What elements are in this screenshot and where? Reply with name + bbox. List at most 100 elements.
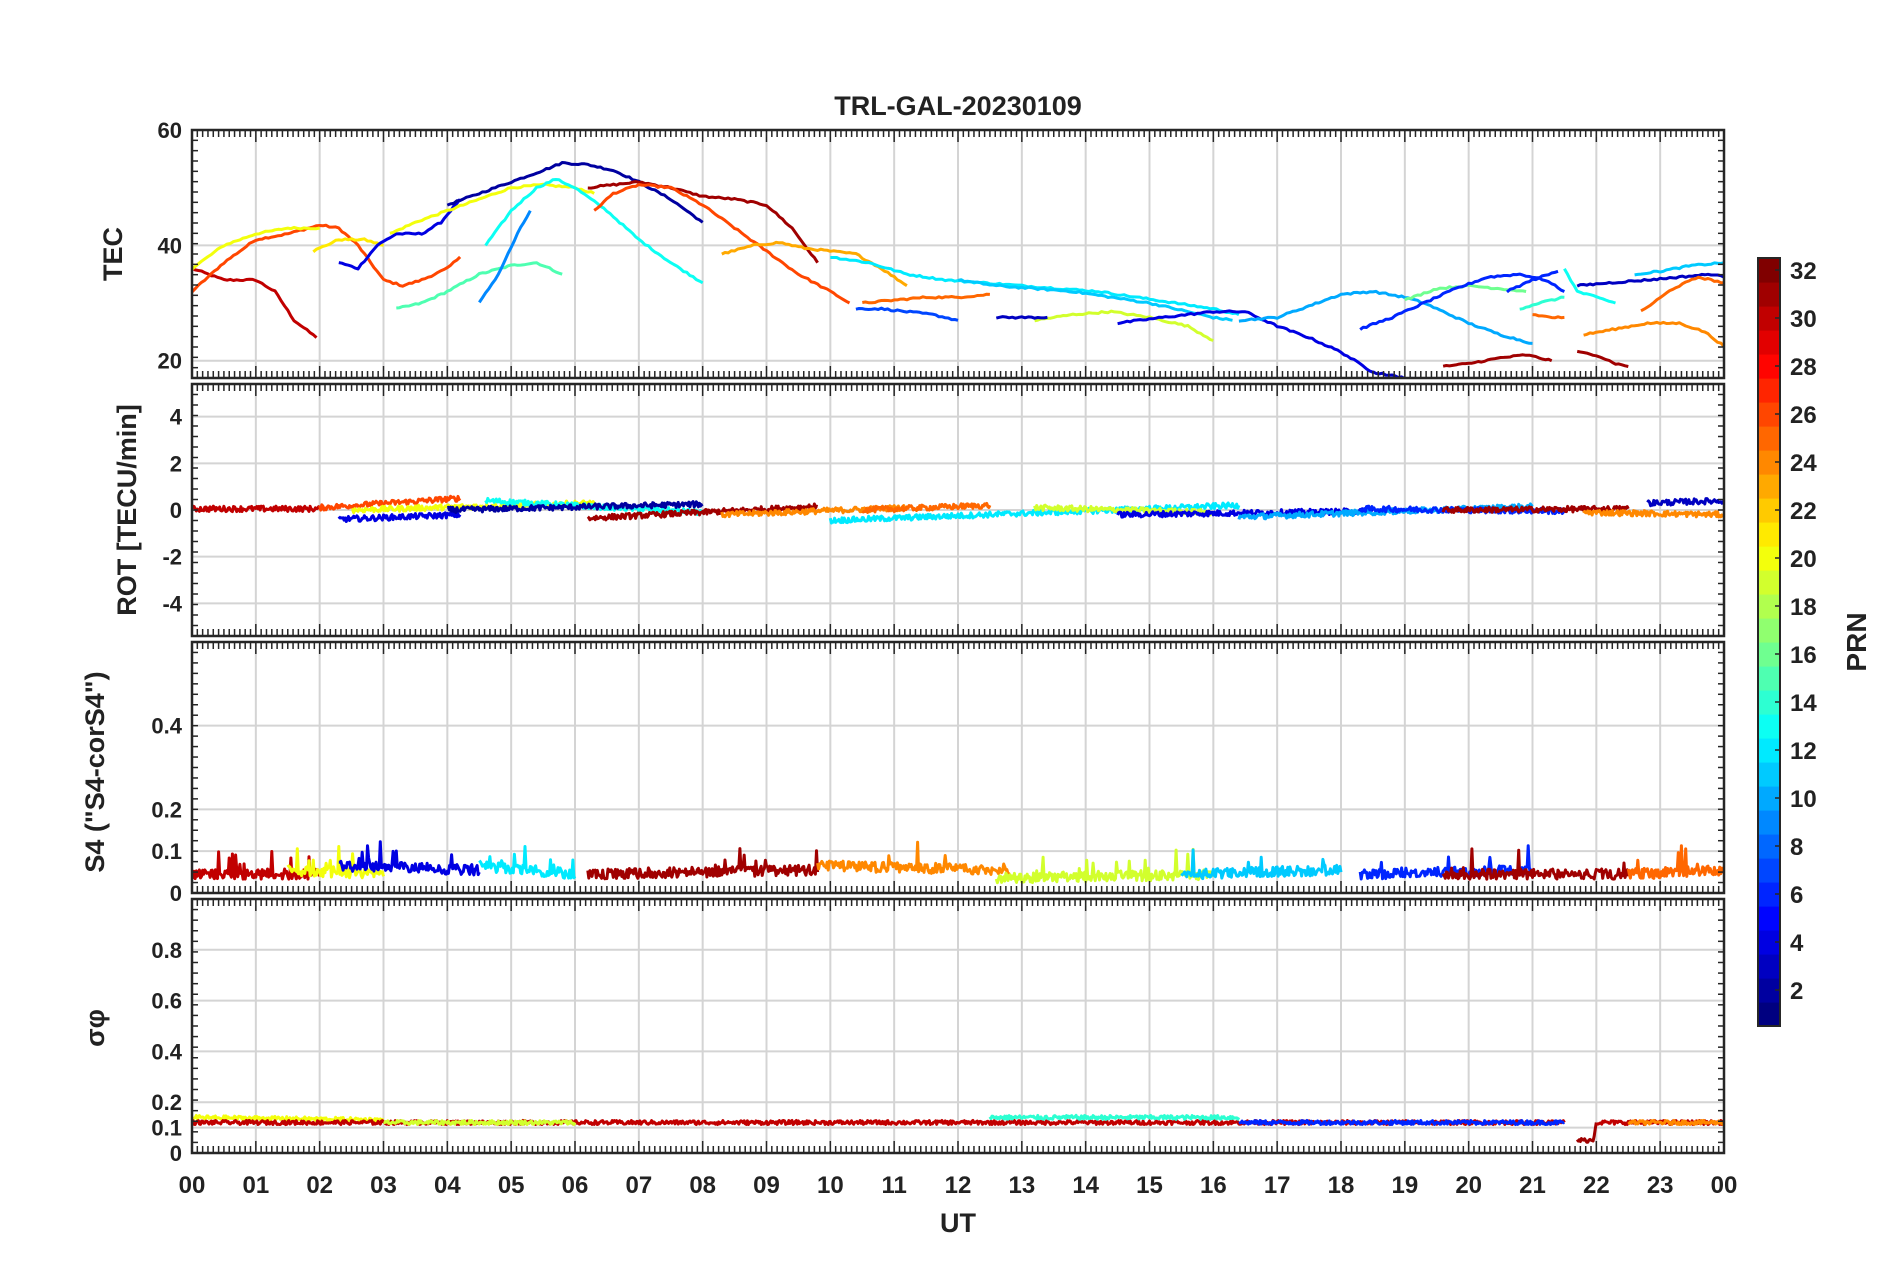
x-tick-label: 04 bbox=[434, 1172, 461, 1199]
y-tick-label: -4 bbox=[162, 591, 182, 616]
y-tick-label: 20 bbox=[158, 349, 182, 374]
sigma-phi-panel: 00.10.2 0.4 0.6 0.8 σφ bbox=[80, 897, 1726, 1166]
y-tick-label: -2 bbox=[162, 545, 182, 570]
y-axis-label: TEC bbox=[98, 227, 128, 281]
colorbar-step bbox=[1758, 930, 1780, 955]
colorbar-step bbox=[1758, 906, 1780, 931]
x-tick-label: 15 bbox=[1136, 1172, 1163, 1199]
colorbar-step bbox=[1758, 834, 1780, 859]
panel-frame bbox=[190, 897, 1726, 1155]
x-tick-label: 02 bbox=[306, 1172, 333, 1199]
y-tick-label: 4 bbox=[170, 405, 183, 430]
y-tick-label: 60 bbox=[158, 118, 182, 143]
series-line-prn-3 bbox=[1576, 272, 1724, 288]
colorbar-step bbox=[1758, 594, 1780, 619]
x-tick-label: 05 bbox=[498, 1172, 525, 1199]
colorbar-tick-label: 26 bbox=[1790, 402, 1817, 429]
s4-panel: 0 0.1 0.2 0.4 S4 ("S4-corS4") bbox=[80, 640, 1726, 906]
y-axis-label: ROT [TECU/min] bbox=[112, 404, 142, 615]
colorbar-step bbox=[1758, 306, 1780, 331]
x-tick-label: 07 bbox=[625, 1172, 652, 1199]
y-tick-label: 0 bbox=[170, 881, 182, 906]
y-tick-label: 0.2 bbox=[151, 797, 182, 822]
colorbar-tick-label: 6 bbox=[1790, 882, 1803, 909]
series-line-prn-26 bbox=[192, 223, 462, 294]
colorbar-step bbox=[1758, 330, 1780, 355]
series-line-prn-25 bbox=[1640, 275, 1724, 313]
colorbar-step bbox=[1758, 858, 1780, 883]
y-tick-label: 0.1 bbox=[151, 839, 182, 864]
series-line-prn-26 bbox=[318, 494, 462, 512]
colorbar-tick-label: 28 bbox=[1790, 354, 1817, 381]
series-line-prn-3 bbox=[1646, 497, 1724, 508]
series-line-prn-2 bbox=[446, 161, 704, 224]
colorbar-step bbox=[1758, 978, 1780, 1003]
colorbar-label: PRN bbox=[1841, 612, 1872, 671]
series-line-prn-24 bbox=[1627, 1119, 1724, 1126]
colorbar-step bbox=[1758, 498, 1780, 523]
x-tick-label: 19 bbox=[1391, 1172, 1418, 1199]
series-line-prn-31 bbox=[586, 847, 820, 881]
series-group bbox=[192, 840, 1724, 885]
series-line-prn-2 bbox=[446, 500, 704, 515]
x-tick-label: 01 bbox=[242, 1172, 269, 1199]
y-tick-label: 0.6 bbox=[151, 989, 182, 1014]
series-line-prn-7 bbox=[855, 306, 959, 322]
x-tick-label: 17 bbox=[1264, 1172, 1291, 1199]
colorbar-step bbox=[1758, 1002, 1780, 1027]
series-line-prn-10 bbox=[1238, 289, 1533, 345]
x-tick-label: 20 bbox=[1455, 1172, 1482, 1199]
colorbar-step bbox=[1758, 426, 1780, 451]
colorbar-tick-label: 24 bbox=[1790, 450, 1817, 477]
x-tick-label: 22 bbox=[1583, 1172, 1610, 1199]
series-line-prn-25 bbox=[1532, 313, 1565, 320]
series-line-prn-26 bbox=[593, 183, 851, 305]
colorbar-step bbox=[1758, 882, 1780, 907]
x-tick-label: 06 bbox=[562, 1172, 589, 1199]
panel-frame bbox=[190, 128, 1726, 380]
figure-title: TRL-GAL-20230109 bbox=[834, 91, 1082, 121]
series-line-prn-13 bbox=[484, 178, 704, 285]
series-group bbox=[192, 161, 1724, 378]
colorbar-step bbox=[1758, 762, 1780, 787]
y-tick-label: 2 bbox=[170, 451, 182, 476]
colorbar-step bbox=[1758, 258, 1780, 283]
x-tick-label: 18 bbox=[1328, 1172, 1355, 1199]
series-line-prn-30 bbox=[192, 504, 322, 514]
x-tick-label: 03 bbox=[370, 1172, 397, 1199]
series-line-prn-20 bbox=[286, 845, 385, 880]
y-tick-label: 0.8 bbox=[151, 938, 182, 963]
x-tick-label: 16 bbox=[1200, 1172, 1227, 1199]
series-line-prn-25 bbox=[862, 292, 990, 305]
x-tick-label: 09 bbox=[753, 1172, 780, 1199]
colorbar-tick-label: 22 bbox=[1790, 498, 1817, 525]
series-line-prn-19 bbox=[1034, 309, 1214, 342]
series-line-prn-31 bbox=[1576, 349, 1629, 368]
x-tick-label: 14 bbox=[1072, 1172, 1099, 1199]
series-line-prn-13 bbox=[1563, 267, 1616, 305]
colorbar-tick-label: 20 bbox=[1790, 546, 1817, 573]
x-tick-label: 10 bbox=[817, 1172, 844, 1199]
series-line-prn-9 bbox=[478, 209, 532, 304]
series-line-prn-15 bbox=[396, 261, 563, 310]
series-line-prn-14 bbox=[988, 1113, 1241, 1121]
series-line-prn-4 bbox=[338, 198, 462, 271]
series-line-prn-25 bbox=[1626, 844, 1724, 880]
colorbar-step bbox=[1758, 714, 1780, 739]
colorbar-tick-label: 18 bbox=[1790, 594, 1817, 621]
y-tick-label: 0 bbox=[170, 498, 182, 523]
x-tick-label: 13 bbox=[1008, 1172, 1035, 1199]
y-tick-label: 0.4 bbox=[151, 714, 182, 739]
colorbar-step bbox=[1758, 354, 1780, 379]
series-line-prn-24 bbox=[816, 840, 1011, 876]
series-line-prn-11 bbox=[957, 278, 1233, 322]
colorbar-step bbox=[1758, 810, 1780, 835]
y-axis-label: S4 ("S4-corS4") bbox=[80, 671, 110, 872]
series-line-prn-4 bbox=[1117, 309, 1374, 374]
colorbar-step bbox=[1758, 618, 1780, 643]
series-line-prn-24 bbox=[1582, 509, 1724, 519]
colorbar-tick-label: 10 bbox=[1790, 786, 1817, 813]
